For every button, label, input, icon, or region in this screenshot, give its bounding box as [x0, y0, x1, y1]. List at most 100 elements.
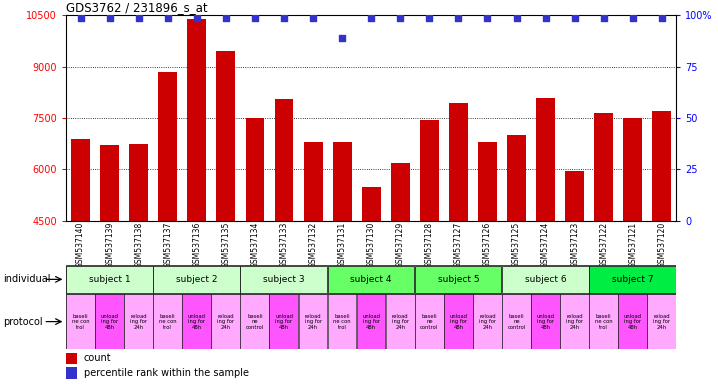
- Text: reload
ing for
24h: reload ing for 24h: [304, 313, 322, 330]
- Text: GSM537136: GSM537136: [192, 222, 201, 268]
- Text: reload
ing for
24h: reload ing for 24h: [566, 313, 583, 330]
- Bar: [66, 353, 77, 364]
- Bar: [299, 294, 327, 349]
- Text: GSM537120: GSM537120: [657, 222, 666, 268]
- Text: unload
ing for
48h: unload ing for 48h: [624, 313, 642, 330]
- Bar: [648, 294, 676, 349]
- Bar: [269, 294, 298, 349]
- Text: percentile rank within the sample: percentile rank within the sample: [84, 368, 249, 378]
- Point: [249, 15, 261, 22]
- Text: individual: individual: [4, 274, 51, 285]
- Text: GSM537123: GSM537123: [570, 222, 579, 268]
- Bar: [216, 51, 236, 375]
- Text: baseli
ne
control: baseli ne control: [246, 313, 264, 330]
- Text: unload
ing for
48h: unload ing for 48h: [101, 313, 118, 330]
- Bar: [124, 294, 153, 349]
- Text: GSM537127: GSM537127: [454, 222, 463, 268]
- Text: subject 7: subject 7: [612, 275, 653, 284]
- Text: baseli
ne con
trol: baseli ne con trol: [595, 313, 612, 330]
- Text: baseli
ne
control: baseli ne control: [508, 313, 526, 330]
- Text: GSM537134: GSM537134: [251, 222, 259, 268]
- Bar: [595, 113, 613, 375]
- Text: unload
ing for
48h: unload ing for 48h: [188, 313, 206, 330]
- Text: unload
ing for
48h: unload ing for 48h: [536, 313, 554, 330]
- Bar: [327, 266, 414, 293]
- Bar: [473, 294, 502, 349]
- Point: [424, 15, 435, 22]
- Bar: [129, 144, 148, 375]
- Bar: [95, 294, 124, 349]
- Text: subject 2: subject 2: [176, 275, 218, 284]
- Text: GSM537124: GSM537124: [541, 222, 550, 268]
- Text: subject 1: subject 1: [89, 275, 131, 284]
- Bar: [211, 294, 240, 349]
- Bar: [241, 266, 327, 293]
- Text: protocol: protocol: [4, 316, 43, 327]
- Bar: [536, 98, 555, 375]
- Text: GSM537129: GSM537129: [396, 222, 405, 268]
- Text: GSM537122: GSM537122: [600, 222, 608, 268]
- Text: unload
ing for
48h: unload ing for 48h: [449, 313, 467, 330]
- Point: [104, 15, 116, 22]
- Text: subject 3: subject 3: [264, 275, 305, 284]
- Text: GSM537126: GSM537126: [483, 222, 492, 268]
- Text: GSM537128: GSM537128: [425, 222, 434, 268]
- Bar: [187, 19, 206, 375]
- Bar: [391, 162, 410, 375]
- Text: subject 6: subject 6: [525, 275, 567, 284]
- Bar: [531, 294, 560, 349]
- Bar: [159, 72, 177, 375]
- Point: [307, 15, 319, 22]
- Point: [162, 15, 174, 22]
- Point: [337, 35, 348, 41]
- Text: subject 5: subject 5: [437, 275, 479, 284]
- Bar: [623, 118, 642, 375]
- Point: [598, 15, 610, 22]
- Text: baseli
ne con
trol: baseli ne con trol: [159, 313, 177, 330]
- Bar: [246, 118, 264, 375]
- Bar: [449, 103, 468, 375]
- Bar: [653, 111, 671, 375]
- Text: reload
ing for
24h: reload ing for 24h: [653, 313, 671, 330]
- Bar: [565, 171, 584, 375]
- Text: GSM537125: GSM537125: [512, 222, 521, 268]
- Bar: [589, 266, 676, 293]
- Bar: [66, 266, 153, 293]
- Bar: [507, 135, 526, 375]
- Bar: [502, 294, 531, 349]
- Bar: [444, 294, 472, 349]
- Text: GDS3762 / 231896_s_at: GDS3762 / 231896_s_at: [66, 1, 208, 14]
- Text: subject 4: subject 4: [350, 275, 392, 284]
- Bar: [332, 142, 352, 375]
- Point: [569, 15, 580, 22]
- Bar: [66, 294, 95, 349]
- Bar: [327, 294, 356, 349]
- Point: [365, 15, 377, 22]
- Text: GSM537138: GSM537138: [134, 222, 143, 268]
- Text: reload
ing for
24h: reload ing for 24h: [392, 313, 409, 330]
- Bar: [153, 294, 182, 349]
- Text: GSM537137: GSM537137: [163, 222, 172, 268]
- Text: reload
ing for
24h: reload ing for 24h: [130, 313, 147, 330]
- Bar: [362, 187, 381, 375]
- Text: reload
ing for
24h: reload ing for 24h: [218, 313, 235, 330]
- Bar: [66, 367, 77, 379]
- Point: [394, 15, 406, 22]
- Point: [220, 15, 232, 22]
- Bar: [357, 294, 386, 349]
- Bar: [182, 294, 211, 349]
- Bar: [101, 146, 119, 375]
- Text: GSM537132: GSM537132: [309, 222, 317, 268]
- Point: [191, 15, 202, 22]
- Point: [75, 15, 86, 22]
- Text: GSM537140: GSM537140: [76, 222, 85, 268]
- Bar: [560, 294, 589, 349]
- Point: [452, 15, 464, 22]
- Text: GSM537130: GSM537130: [367, 222, 376, 268]
- Point: [279, 15, 290, 22]
- Point: [627, 15, 638, 22]
- Bar: [415, 294, 444, 349]
- Text: GSM537133: GSM537133: [279, 222, 289, 268]
- Bar: [618, 294, 647, 349]
- Bar: [274, 99, 294, 375]
